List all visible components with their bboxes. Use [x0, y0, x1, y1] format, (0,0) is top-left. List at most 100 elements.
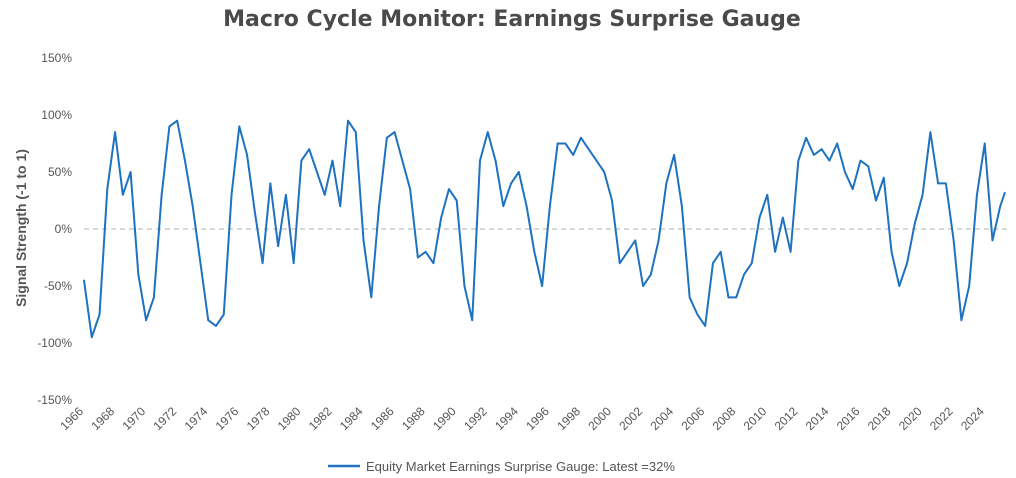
data-point [914, 222, 916, 225]
data-point [168, 125, 171, 128]
data-point [921, 194, 924, 196]
x-tick-label: 2004 [647, 404, 676, 433]
series-line [83, 119, 1006, 339]
data-point [712, 262, 714, 265]
data-point [618, 262, 621, 265]
data-point [766, 194, 769, 196]
x-tick-label: 1996 [523, 404, 552, 433]
data-point [533, 251, 536, 253]
data-point [929, 131, 932, 133]
data-point [153, 296, 155, 299]
data-point [145, 319, 147, 322]
data-point [238, 125, 241, 128]
data-point [347, 119, 349, 122]
data-point [1004, 191, 1006, 194]
data-point [797, 159, 800, 162]
data-point [207, 319, 210, 322]
data-point [502, 205, 505, 207]
data-point [867, 165, 870, 168]
data-point [160, 194, 163, 196]
data-point [308, 148, 310, 150]
data-point [673, 154, 675, 156]
data-point [277, 245, 279, 247]
data-point [424, 251, 427, 253]
data-point [222, 313, 225, 316]
legend: Equity Market Earnings Surprise Gauge: L… [328, 459, 675, 474]
data-point [316, 171, 318, 173]
y-tick-label: 0% [55, 222, 73, 236]
data-point [370, 296, 373, 299]
data-point [580, 137, 582, 139]
x-tick-label: 1992 [461, 404, 490, 433]
data-point [782, 216, 784, 219]
x-tick-label: 1998 [554, 404, 583, 433]
data-point [859, 159, 862, 162]
data-point [254, 211, 256, 213]
data-point [432, 262, 435, 265]
x-tick-label: 1968 [88, 404, 117, 433]
x-tick-label: 1986 [368, 404, 397, 433]
data-point [828, 159, 831, 162]
x-tick-label: 1982 [306, 404, 335, 433]
data-point [215, 325, 217, 327]
x-tick-label: 1990 [430, 404, 459, 433]
data-point [836, 142, 838, 145]
x-tick-label: 1988 [399, 404, 428, 433]
data-point [890, 251, 893, 253]
data-point [386, 137, 388, 139]
data-point [719, 251, 722, 253]
data-point [960, 319, 963, 322]
data-point [518, 171, 520, 173]
x-tick-label: 1966 [57, 404, 86, 433]
data-point [844, 171, 846, 173]
data-point [665, 182, 668, 185]
data-point [805, 137, 807, 139]
data-point [98, 313, 101, 316]
y-tick-label: -150% [37, 393, 72, 407]
data-point [409, 188, 411, 190]
data-point [269, 182, 272, 185]
data-point [300, 159, 303, 162]
x-tick-label: 2014 [803, 404, 832, 433]
y-tick-label: -50% [44, 279, 72, 293]
data-point [657, 239, 660, 242]
data-point [90, 336, 93, 339]
data-point [440, 216, 442, 219]
data-point [114, 131, 116, 133]
data-point [549, 205, 551, 207]
data-point [952, 239, 955, 242]
data-point [486, 131, 489, 133]
data-point [611, 199, 613, 202]
data-point [541, 285, 543, 287]
data-point [401, 159, 404, 162]
x-tick-label: 1972 [151, 404, 180, 433]
y-axis-label: Signal Strength (-1 to 1) [13, 149, 29, 307]
data-point [129, 171, 132, 173]
data-point [991, 239, 994, 242]
data-point [696, 313, 699, 316]
x-tick-label: 2010 [741, 404, 770, 433]
data-point [417, 256, 419, 259]
data-point [362, 239, 365, 242]
data-point [983, 142, 986, 145]
data-point [292, 262, 295, 265]
y-tick-label: 50% [48, 165, 72, 179]
x-tick-label: 2018 [865, 404, 894, 433]
data-point [448, 188, 450, 190]
data-point [285, 194, 287, 196]
y-axis: -150% -100% -50% 0% 50% 100% 150% [37, 51, 72, 407]
data-point [479, 159, 481, 162]
data-point [572, 154, 574, 156]
data-point [875, 199, 877, 202]
data-point [603, 171, 606, 173]
data-point [882, 176, 885, 179]
x-tick-label: 2022 [927, 404, 956, 433]
data-point [688, 296, 691, 299]
data-point [246, 154, 248, 156]
data-point [743, 273, 745, 276]
data-point [494, 159, 497, 162]
data-point [789, 251, 792, 253]
x-tick-label: 1978 [244, 404, 273, 433]
data-point [813, 154, 815, 156]
data-point [642, 285, 644, 287]
